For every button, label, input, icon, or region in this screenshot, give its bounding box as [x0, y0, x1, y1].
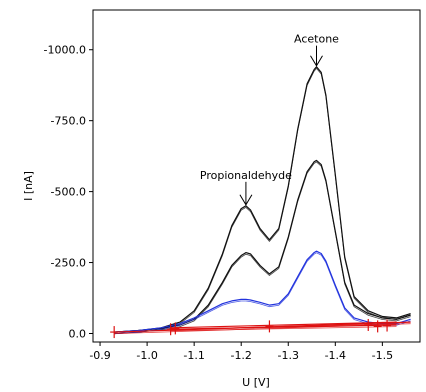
- y-tick-label: -250.0: [51, 257, 86, 270]
- x-axis: -0.9 -1.0 -1.1 -1.2 -1.3 -1.4 -1.5: [89, 342, 393, 362]
- y-tick-label: -500.0: [51, 186, 86, 199]
- series-line-replicate: [170, 323, 397, 330]
- cross-marker: [171, 322, 180, 335]
- series-line-replicate: [114, 67, 411, 335]
- cross-marker: [265, 320, 274, 333]
- series-line-replicate: [170, 326, 397, 332]
- cross-marker: [373, 320, 382, 333]
- marker-layer: [110, 318, 392, 339]
- x-tick-label: -1.1: [183, 349, 204, 362]
- x-tick-label: -1.2: [230, 349, 251, 362]
- cross-marker: [364, 318, 373, 331]
- x-tick-label: -1.5: [372, 349, 393, 362]
- annotation-arrowhead: [310, 55, 323, 67]
- y-axis: 0.0 -250.0 -500.0 -750.0 -1000.0: [44, 44, 93, 340]
- y-tick-label: 0.0: [69, 327, 87, 340]
- peak-annotation: Acetone: [294, 33, 339, 67]
- plot-frame: [92, 9, 421, 343]
- x-tick-label: -1.3: [278, 349, 299, 362]
- annotation-label: Acetone: [294, 33, 339, 46]
- x-tick-label: -0.9: [89, 349, 110, 362]
- annotation-arrowhead: [239, 194, 253, 206]
- y-axis-title: I [nA]: [22, 171, 35, 201]
- peak-annotation: Propionaldehyde: [200, 169, 292, 206]
- annotation-label: Propionaldehyde: [200, 169, 292, 182]
- series-line-replicate: [114, 252, 411, 335]
- x-tick-label: -1.0: [136, 349, 157, 362]
- cross-marker: [110, 326, 119, 339]
- y-tick-label: -750.0: [51, 115, 86, 128]
- cross-marker: [166, 323, 175, 336]
- y-tick-label: -1000.0: [44, 44, 86, 57]
- cross-marker: [383, 319, 392, 332]
- annotation-layer: Propionaldehyde Acetone: [200, 33, 339, 206]
- series-line-black: [114, 159, 411, 333]
- series-line-red: [170, 321, 397, 329]
- series-layer: [114, 66, 411, 335]
- x-tick-label: -1.4: [325, 349, 346, 362]
- series-line-blue: [114, 250, 411, 333]
- x-axis-title: U [V]: [242, 376, 270, 389]
